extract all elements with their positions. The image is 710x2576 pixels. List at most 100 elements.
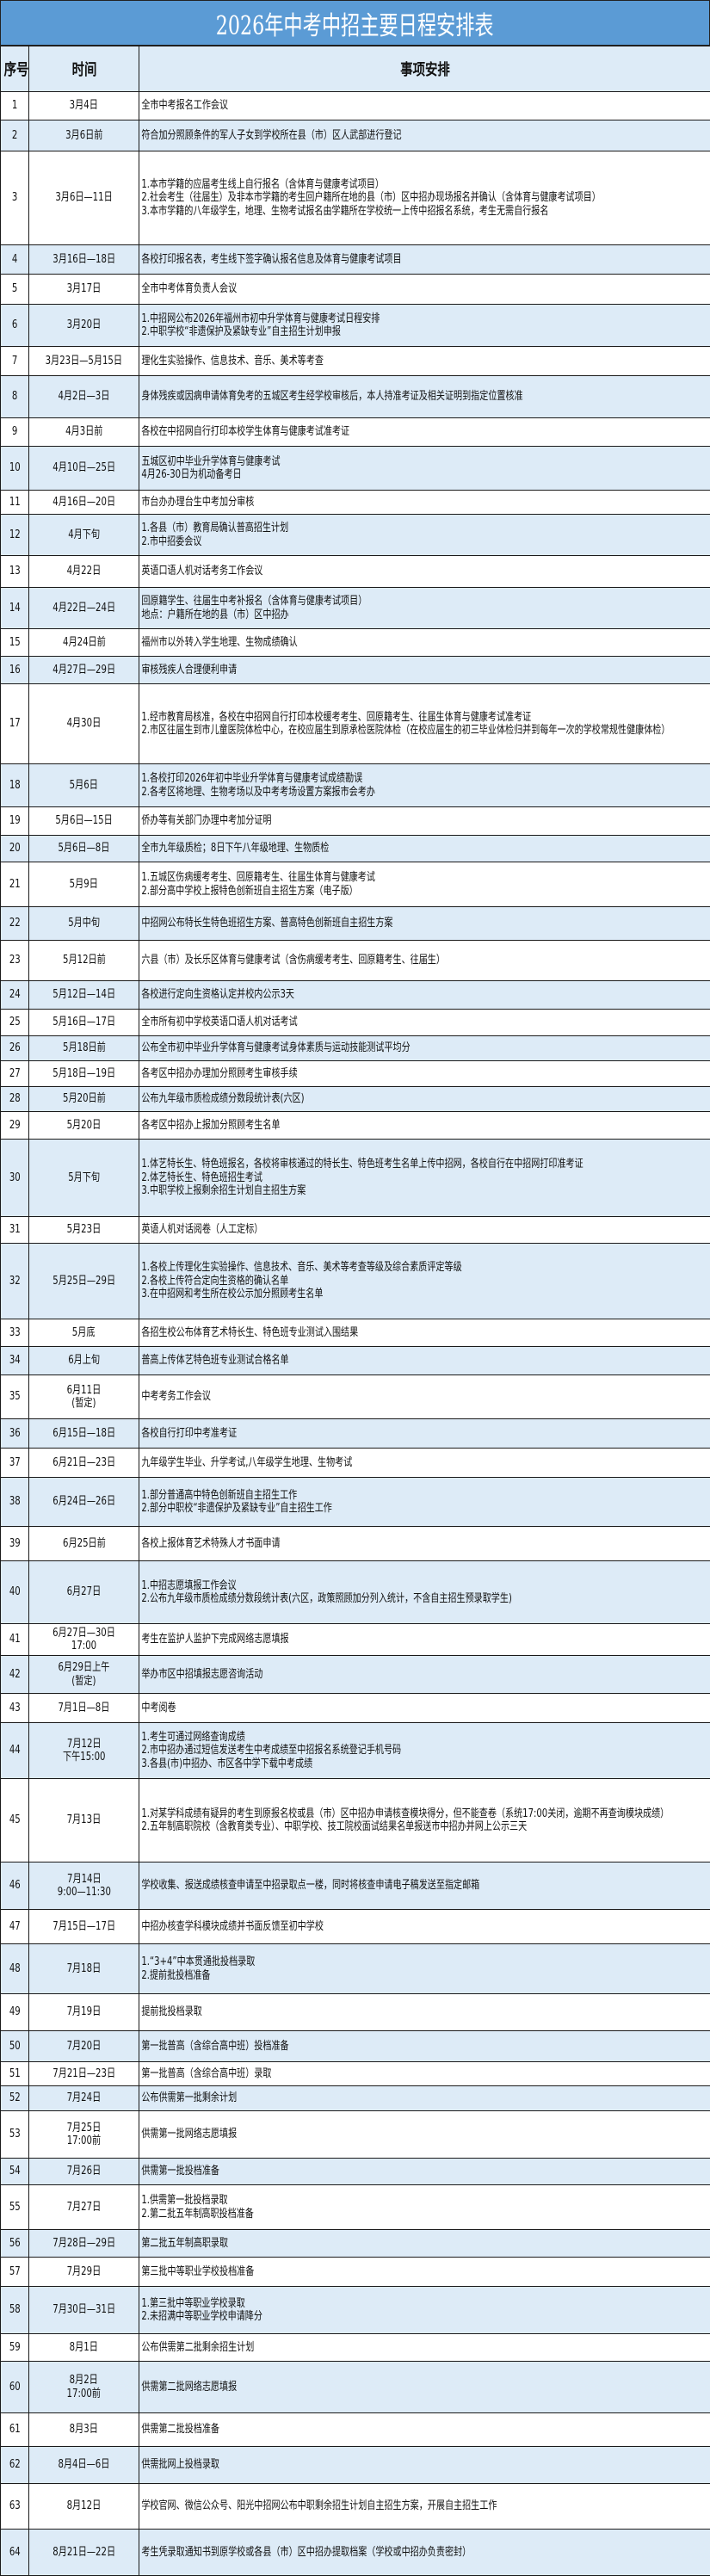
row-event: 第一批普高（含综合高中班）录取 bbox=[139, 2062, 710, 2086]
row-number: 25 bbox=[1, 1010, 29, 1036]
row-number: 43 bbox=[1, 1694, 29, 1723]
row-event: 各考区中招办办理加分照顾考生审核手续 bbox=[139, 1061, 710, 1087]
row-event: 考生凭录取通知书到原学校或各县（市）区中招办提取档案（学校或中招办负责密封） bbox=[139, 2530, 710, 2576]
row-number: 36 bbox=[1, 1419, 29, 1449]
row-number: 64 bbox=[1, 2530, 29, 2576]
row-event: 1.中招志愿填报工作会议 2.公布九年级市质检成绩分数段统计表(六区，政策照顾加… bbox=[139, 1561, 710, 1624]
table-header: 序号 时间 事项安排 bbox=[1, 46, 710, 92]
title-text: 2026年中考中招主要日程安排表 bbox=[216, 4, 494, 42]
row-event: 各校进行定向生资格认定并校内公示3天 bbox=[139, 981, 710, 1010]
row-event: 各校自行打印中考准考证 bbox=[139, 1419, 710, 1449]
row-time: 4月22日—24日 bbox=[29, 588, 139, 629]
row-event: 九年级学生毕业、升学考试,八年级学生地理、生物考试 bbox=[139, 1449, 710, 1478]
row-event: 身体残疾或因病申请体育免考的五城区考生经学校审核后，本人持准考证及相关证明到指定… bbox=[139, 376, 710, 418]
row-number: 33 bbox=[1, 1319, 29, 1347]
row-time: 7月13日 bbox=[29, 1779, 139, 1863]
row-number: 2 bbox=[1, 120, 29, 151]
row-number: 53 bbox=[1, 2111, 29, 2159]
row-time: 4月3日前 bbox=[29, 418, 139, 447]
row-number: 27 bbox=[1, 1061, 29, 1087]
row-event: 公布供需第二批剩余招生计划 bbox=[139, 2334, 710, 2362]
row-number: 18 bbox=[1, 764, 29, 807]
row-event: 回原籍学生、往届生中考补报名（含体育与健康考试项目） 地点：户籍所在地的县（市）… bbox=[139, 588, 710, 629]
row-number: 61 bbox=[1, 2413, 29, 2447]
row-number: 59 bbox=[1, 2334, 29, 2362]
row-time: 7月15日—17日 bbox=[29, 1910, 139, 1944]
row-number: 11 bbox=[1, 491, 29, 515]
row-time: 5月16日—17日 bbox=[29, 1010, 139, 1036]
row-time: 7月14日 9:00—11:30 bbox=[29, 1863, 139, 1910]
row-event: 提前批投档录取 bbox=[139, 1994, 710, 2031]
row-event: 英语口语人机对话考务工作会议 bbox=[139, 556, 710, 588]
row-time: 5月18日前 bbox=[29, 1036, 139, 1061]
row-event: 1.各校上传理化生实验操作、信息技术、音乐、美术等考查等级及综合素质评定等级 2… bbox=[139, 1244, 710, 1319]
row-time: 6月27日 bbox=[29, 1561, 139, 1624]
row-number: 31 bbox=[1, 1217, 29, 1244]
row-time: 5月20日 bbox=[29, 1112, 139, 1140]
row-time: 8月4日—6日 bbox=[29, 2447, 139, 2484]
row-time: 7月12日 下午15:00 bbox=[29, 1723, 139, 1779]
row-number: 35 bbox=[1, 1375, 29, 1419]
header-no: 序号 bbox=[1, 46, 29, 92]
row-event: 各招生校公布体育艺术特长生、特色班专业测试入围结果 bbox=[139, 1319, 710, 1347]
row-event: 1.考生可通过网络查询成绩 2.市中招办通过短信发送考生中考成绩至中招报名系统登… bbox=[139, 1723, 710, 1779]
row-number: 58 bbox=[1, 2287, 29, 2334]
row-number: 45 bbox=[1, 1779, 29, 1863]
row-event: 1.“3+4”中本贯通批投档录取 2.提前批投档准备 bbox=[139, 1944, 710, 1994]
header-event: 事项安排 bbox=[139, 46, 710, 92]
row-time: 4月27日—29日 bbox=[29, 657, 139, 684]
row-number: 7 bbox=[1, 347, 29, 376]
row-event: 市台办办理台生中考加分审核 bbox=[139, 491, 710, 515]
row-number: 22 bbox=[1, 907, 29, 941]
row-event: 学校收集、报送成绩核查申请至中招录取点一楼，同时将核查申请电子稿发送至指定邮箱 bbox=[139, 1863, 710, 1910]
row-number: 23 bbox=[1, 941, 29, 981]
row-time: 5月下旬 bbox=[29, 1140, 139, 1217]
row-number: 10 bbox=[1, 447, 29, 491]
row-number: 13 bbox=[1, 556, 29, 588]
row-event: 1.中招网公布2026年福州市初中升学体育与健康考试日程安排 2.中职学校“非遗… bbox=[139, 305, 710, 347]
row-time: 5月9日 bbox=[29, 862, 139, 907]
row-number: 44 bbox=[1, 1723, 29, 1779]
row-time: 6月27日—30日17:00 bbox=[29, 1624, 139, 1656]
row-time: 6月上旬 bbox=[29, 1347, 139, 1375]
row-event: 全市中考体育负责人会议 bbox=[139, 275, 710, 305]
row-event: 公布全市初中毕业升学体育与健康考试身体素质与运动技能测试平均分 bbox=[139, 1036, 710, 1061]
row-event: 1.对某学科成绩有疑异的考生到原报名校或县（市）区中招办申请核查模块得分，但不能… bbox=[139, 1779, 710, 1863]
row-event: 供需第二批投档准备 bbox=[139, 2413, 710, 2447]
row-number: 51 bbox=[1, 2062, 29, 2086]
row-event: 各校打印报名表，考生线下签字确认报名信息及体育与健康考试项目 bbox=[139, 245, 710, 275]
row-number: 34 bbox=[1, 1347, 29, 1375]
row-event: 全市九年级质检；8日下午八年级地理、生物质检 bbox=[139, 836, 710, 862]
row-event: 中招办核查学科模块成绩并书面反馈至初中学校 bbox=[139, 1910, 710, 1944]
row-number: 5 bbox=[1, 275, 29, 305]
row-number: 57 bbox=[1, 2258, 29, 2287]
row-event: 中考考务工作会议 bbox=[139, 1375, 710, 1419]
row-time: 4月16日—20日 bbox=[29, 491, 139, 515]
row-event: 福州市以外转入学生地理、生物成绩确认 bbox=[139, 629, 710, 657]
row-time: 8月21日—22日 bbox=[29, 2530, 139, 2576]
